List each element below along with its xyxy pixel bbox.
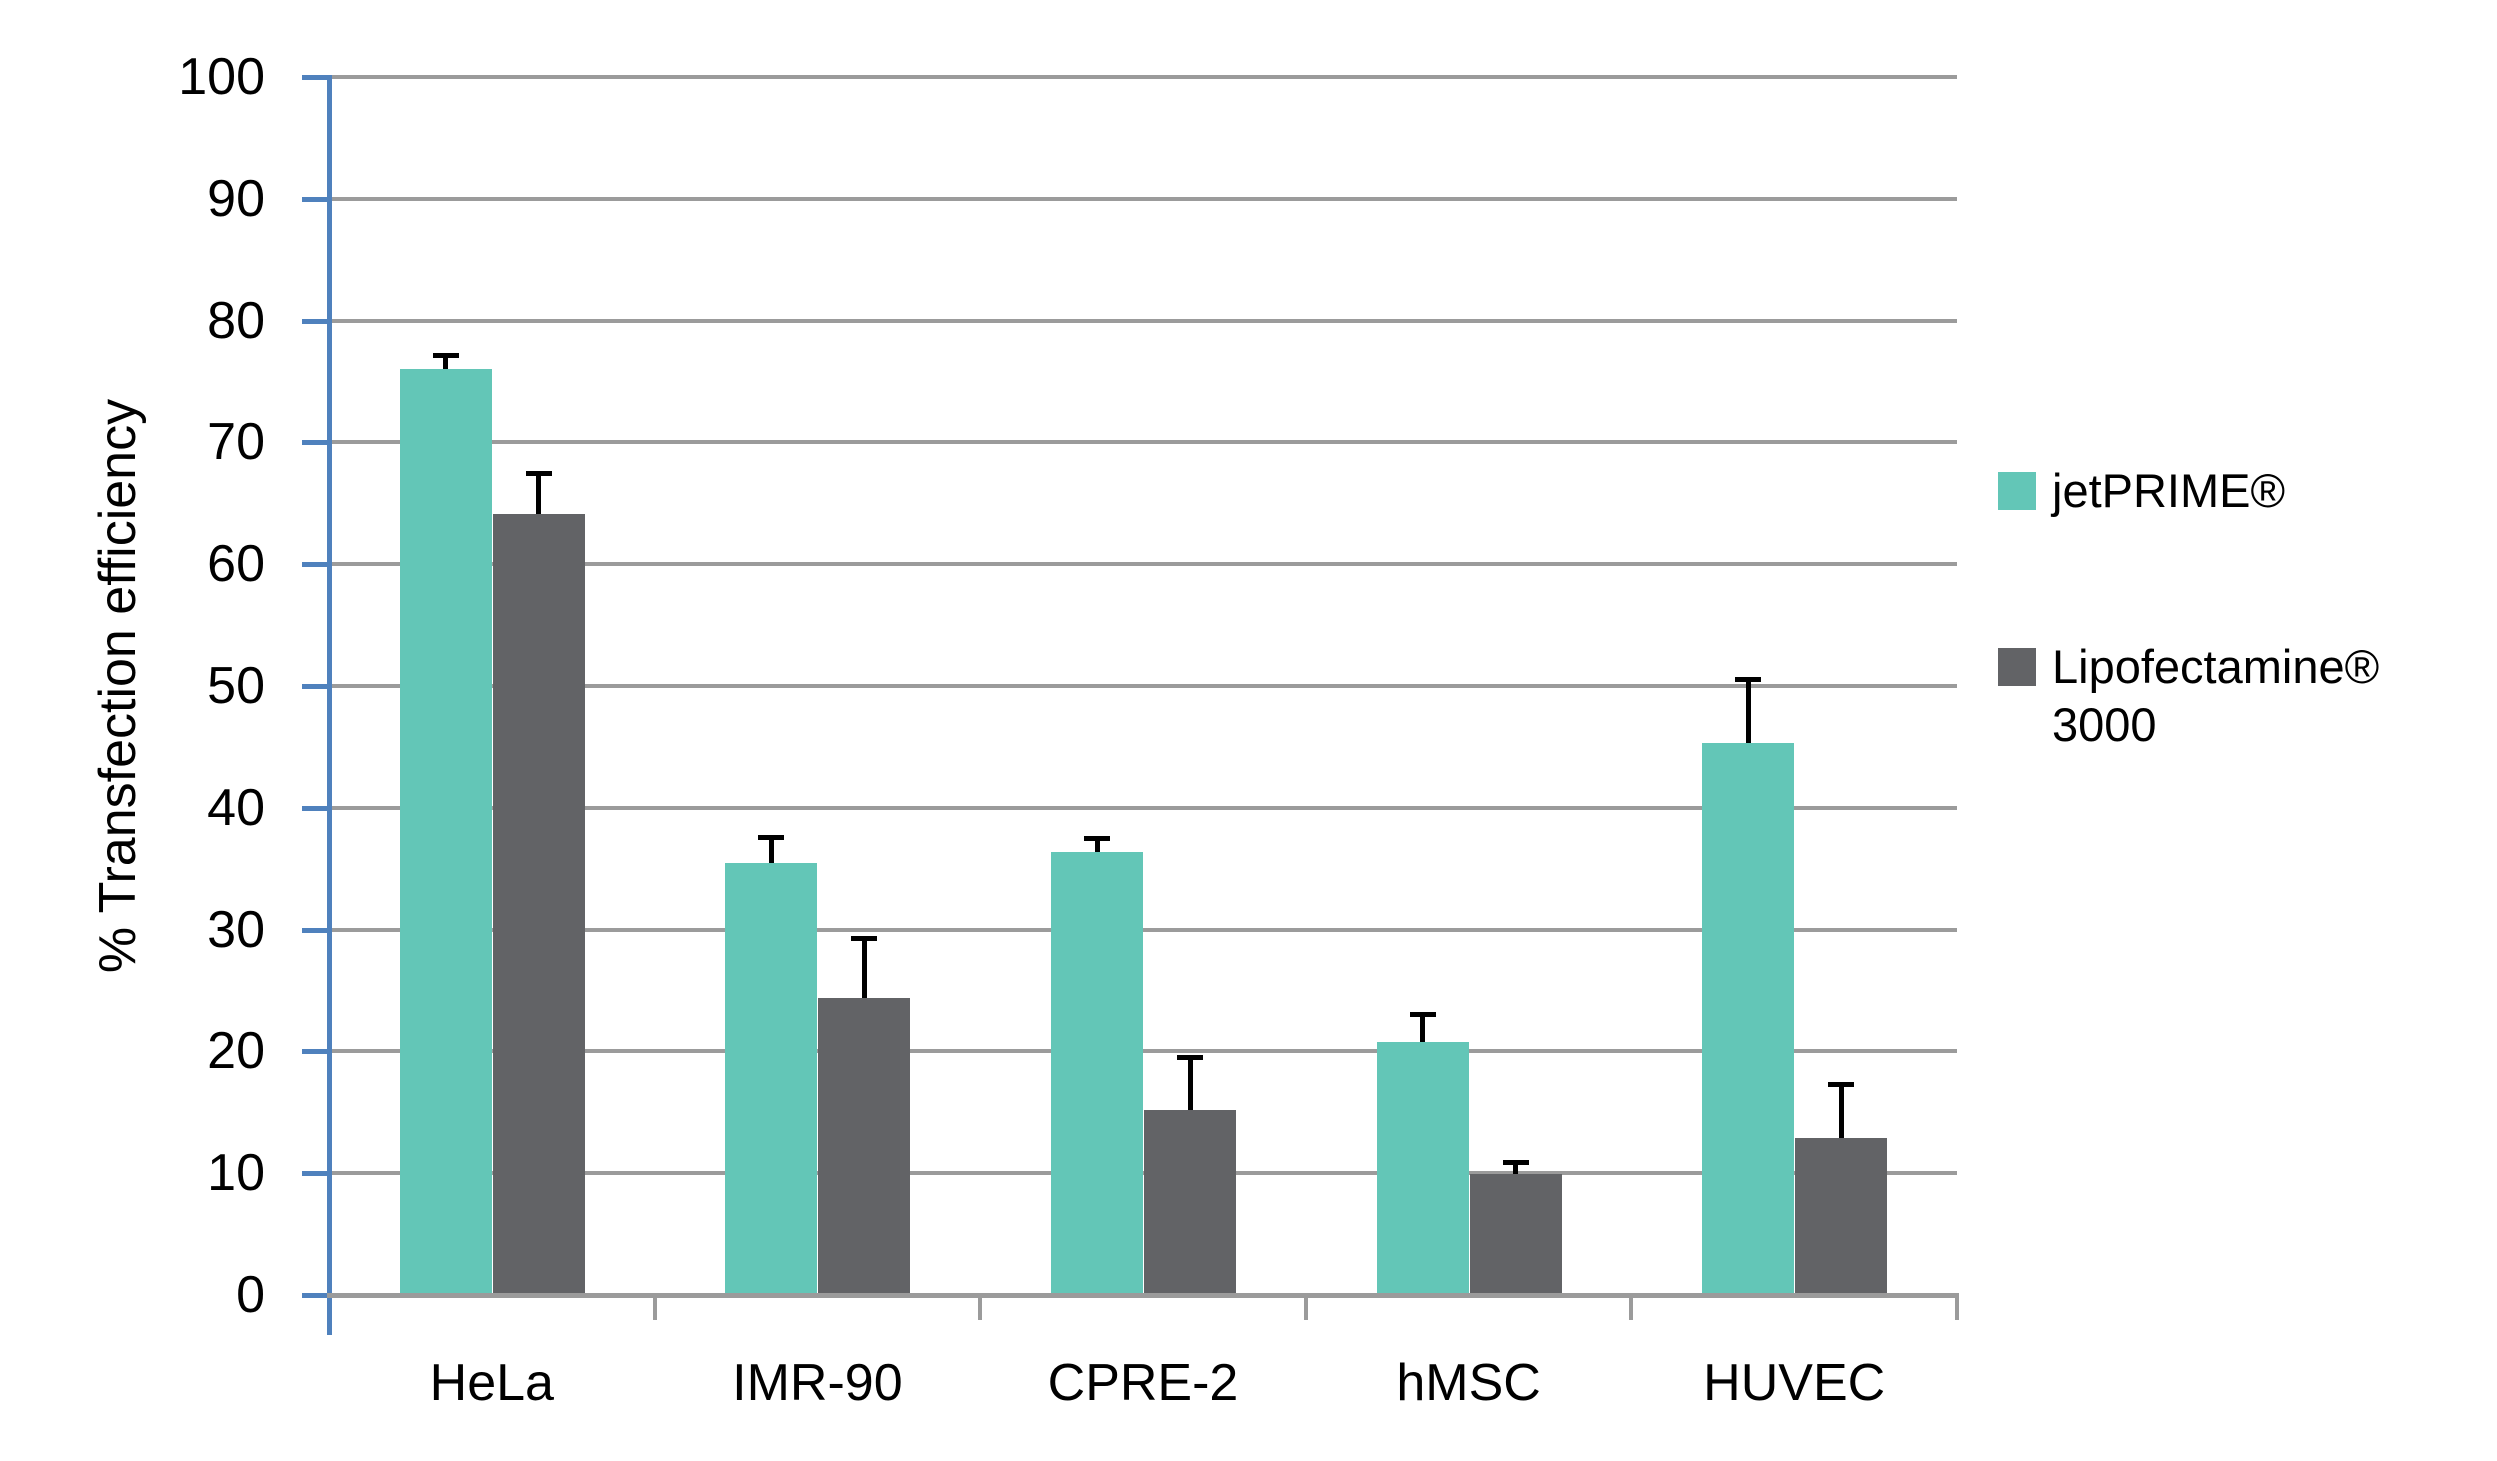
bar-lipofectamine-3000-cpre-2 [1144,1109,1236,1295]
y-axis-tick [302,318,327,324]
error-bar-lipofectamine-3000-imr-90 [861,938,867,998]
bar-jetprime-imr-90 [725,862,818,1295]
y-tick-label: 30 [207,900,265,959]
x-axis-tick [978,1298,983,1320]
gridline [329,562,1957,567]
gridline [329,1049,1957,1054]
y-tick-label: 60 [207,535,265,594]
legend-label-jetprime: jetPRIME® [2052,464,2286,517]
y-tick-label: 80 [207,291,265,350]
y-tick-label: 0 [236,1266,265,1324]
gridline [329,684,1957,688]
y-tick-label: 100 [178,48,265,106]
y-tick-label: 10 [207,1144,265,1203]
y-axis-tick [302,196,327,202]
error-bar-cap [1177,1055,1203,1061]
bar-lipofectamine-3000-hmsc [1469,1174,1562,1295]
legend-swatch-jetprime [1998,472,2036,510]
x-category-label-imr-90: IMR-90 [732,1354,903,1412]
x-category-label-hmsc: hMSC [1396,1354,1541,1412]
error-bar-jetprime-huvec [1745,678,1751,744]
y-axis-line [327,75,332,1335]
legend-item-lipofectamine: Lipofectamine® 3000 [1998,638,2482,755]
bar-lipofectamine-3000-hela [492,514,585,1295]
bar-lipofectamine-3000-imr-90 [818,997,911,1295]
y-tick-label: 70 [207,413,265,472]
gridline [329,75,1957,79]
error-bar-jetprime-hmsc [1420,1013,1426,1042]
x-axis-line [327,1293,1959,1298]
gridline [329,440,1957,445]
bar-jetprime-huvec [1702,743,1795,1295]
x-axis-tick [652,1298,657,1320]
gridline [329,927,1957,932]
bar-lipofectamine-3000-huvec [1795,1137,1888,1295]
gridline [329,1171,1957,1176]
error-bar-lipofectamine-3000-huvec [1838,1084,1844,1138]
legend-swatch-lipofectamine [1998,648,2036,686]
y-tick-label: 50 [207,657,265,715]
error-bar-cap [1735,676,1762,682]
legend-label-lipofectamine: Lipofectamine® 3000 [2052,640,2380,752]
error-bar-cap [1502,1160,1529,1166]
error-bar-jetprime-hela [443,354,449,370]
gridline [329,196,1957,201]
y-axis-tick [302,1171,327,1177]
error-bar-cap [758,835,785,841]
y-axis-tick [302,1293,327,1298]
error-bar-cap [432,352,459,358]
x-category-label-cpre-2: CPRE-2 [1047,1354,1239,1412]
x-axis-tick [1955,1298,1959,1320]
y-tick-label: 90 [207,169,265,228]
legend-item-jetprime: jetPRIME® [1998,462,2285,520]
error-bar-jetprime-imr-90 [768,837,774,863]
y-tick-label: 40 [207,778,265,837]
error-bar-lipofectamine-3000-hmsc [1513,1162,1519,1175]
y-axis-tick [302,1049,327,1055]
error-bar-cap [1828,1082,1855,1088]
y-axis-tick [302,927,327,933]
error-bar-lipofectamine-3000-hela [536,472,542,515]
y-axis-tick [302,562,327,568]
y-axis-tick [302,75,327,80]
error-bar-jetprime-cpre-2 [1094,838,1100,852]
gridline [329,318,1957,323]
y-axis-tick [302,805,327,811]
error-bar-cap [1409,1011,1436,1017]
gridline [329,805,1957,810]
error-bar-lipofectamine-3000-cpre-2 [1187,1057,1193,1110]
x-category-label-hela: HeLa [429,1354,554,1412]
bar-jetprime-hmsc [1376,1041,1469,1295]
x-axis-tick [1303,1298,1308,1320]
bar-jetprime-hela [399,369,492,1295]
y-tick-label: 20 [207,1022,265,1081]
y-axis-tick [302,440,327,446]
error-bar-cap [1084,836,1110,842]
bar-jetprime-cpre-2 [1051,851,1143,1295]
x-axis-tick [1629,1298,1634,1320]
error-bar-cap [851,936,878,942]
error-bar-cap [525,470,552,476]
x-category-label-huvec: HUVEC [1703,1354,1886,1412]
y-axis-tick [302,684,327,689]
